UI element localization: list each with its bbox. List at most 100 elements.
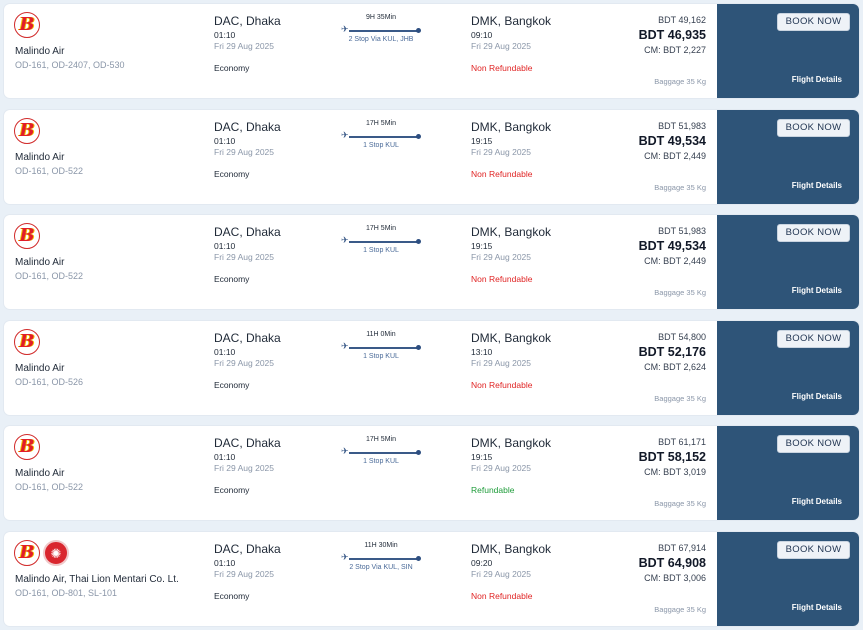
plane-icon: ✈ bbox=[341, 130, 349, 140]
refund-status: Refundable bbox=[471, 485, 515, 495]
plane-icon: ✈ bbox=[341, 24, 349, 34]
departure-date: Fri 29 Aug 2025 bbox=[214, 147, 275, 157]
departure-info: DAC, Dhaka 01:10 Fri 29 Aug 2025 bbox=[214, 436, 334, 474]
destination-dot-icon bbox=[416, 556, 421, 561]
commission: CM: BDT 3,019 bbox=[644, 467, 706, 477]
airline-name: Malindo Air, Thai Lion Mentari Co. Lt. bbox=[15, 574, 179, 585]
commission: CM: BDT 2,449 bbox=[644, 151, 706, 161]
departure-city: DAC, Dhaka bbox=[214, 14, 281, 28]
destination-dot-icon bbox=[416, 345, 421, 350]
departure-date: Fri 29 Aug 2025 bbox=[214, 463, 275, 473]
price-block: BDT 51,983 BDT 49,534 CM: BDT 2,449 bbox=[566, 225, 706, 268]
original-price: BDT 49,162 bbox=[658, 15, 706, 25]
final-price: BDT 49,534 bbox=[638, 239, 706, 253]
arrival-time: 09:10 bbox=[471, 30, 493, 40]
route-graphic: 9H 35Min ✈ 2 Stop Via KUL, JHB bbox=[341, 14, 421, 54]
original-price: BDT 67,914 bbox=[658, 543, 706, 553]
cabin-class: Economy bbox=[214, 63, 250, 73]
final-price: BDT 46,935 bbox=[638, 28, 706, 42]
flight-result-card: B Malindo Air OD-161, OD-522 DAC, Dhaka … bbox=[4, 110, 859, 204]
airline-name: Malindo Air bbox=[15, 468, 65, 479]
route-graphic: 11H 30Min ✈ 2 Stop Via KUL, SIN bbox=[341, 542, 421, 582]
book-now-button[interactable]: BOOK NOW bbox=[777, 224, 850, 242]
refund-status: Non Refundable bbox=[471, 169, 533, 179]
cabin-class: Economy bbox=[214, 591, 250, 601]
flight-result-card: B Malindo Air OD-161, OD-522 DAC, Dhaka … bbox=[4, 215, 859, 309]
arrival-time: 19:15 bbox=[471, 241, 493, 251]
commission: CM: BDT 2,624 bbox=[644, 362, 706, 372]
book-now-button[interactable]: BOOK NOW bbox=[777, 541, 850, 559]
malindo-logo: B bbox=[14, 540, 40, 566]
stop-info: 1 Stop KUL bbox=[363, 458, 399, 465]
baggage-allowance: Baggage 35 Kg bbox=[654, 288, 706, 297]
baggage-allowance: Baggage 35 Kg bbox=[654, 605, 706, 614]
arrival-date: Fri 29 Aug 2025 bbox=[471, 463, 532, 473]
arrival-city: DMK, Bangkok bbox=[471, 120, 552, 134]
arrival-date: Fri 29 Aug 2025 bbox=[471, 147, 532, 157]
book-now-button[interactable]: BOOK NOW bbox=[777, 435, 850, 453]
airline-logos: B bbox=[14, 223, 40, 249]
arrival-time: 13:10 bbox=[471, 347, 493, 357]
flight-result-card: B ✺ Malindo Air, Thai Lion Mentari Co. Lt… bbox=[4, 532, 859, 626]
destination-dot-icon bbox=[416, 450, 421, 455]
original-price: BDT 61,171 bbox=[658, 437, 706, 447]
departure-info: DAC, Dhaka 01:10 Fri 29 Aug 2025 bbox=[214, 542, 334, 580]
route-graphic: 17H 5Min ✈ 1 Stop KUL bbox=[341, 436, 421, 476]
flight-result-card: B Malindo Air OD-161, OD-522 DAC, Dhaka … bbox=[4, 426, 859, 520]
cabin-class: Economy bbox=[214, 274, 250, 284]
airline-logos: B bbox=[14, 118, 40, 144]
flight-duration: 17H 5Min bbox=[366, 436, 396, 443]
arrival-time: 19:15 bbox=[471, 136, 493, 146]
stop-info: 2 Stop Via KUL, SIN bbox=[349, 564, 413, 571]
action-panel: BOOK NOW Flight Details bbox=[717, 321, 859, 415]
departure-date: Fri 29 Aug 2025 bbox=[214, 569, 275, 579]
price-block: BDT 54,800 BDT 52,176 CM: BDT 2,624 bbox=[566, 331, 706, 374]
route-line bbox=[349, 347, 419, 349]
commission: CM: BDT 2,449 bbox=[644, 256, 706, 266]
arrival-info: DMK, Bangkok 19:15 Fri 29 Aug 2025 bbox=[471, 225, 601, 263]
route-line bbox=[349, 30, 419, 32]
departure-info: DAC, Dhaka 01:10 Fri 29 Aug 2025 bbox=[214, 120, 334, 158]
airline-logos: B ✺ bbox=[14, 540, 69, 566]
arrival-info: DMK, Bangkok 19:15 Fri 29 Aug 2025 bbox=[471, 436, 601, 474]
flight-details-link[interactable]: Flight Details bbox=[791, 497, 842, 506]
flight-codes: OD-161, OD-801, SL-101 bbox=[15, 588, 118, 598]
route-graphic: 17H 5Min ✈ 1 Stop KUL bbox=[341, 120, 421, 160]
departure-time: 01:10 bbox=[214, 30, 236, 40]
departure-info: DAC, Dhaka 01:10 Fri 29 Aug 2025 bbox=[214, 14, 334, 52]
flight-duration: 17H 5Min bbox=[366, 225, 396, 232]
departure-date: Fri 29 Aug 2025 bbox=[214, 41, 275, 51]
flight-details-link[interactable]: Flight Details bbox=[791, 603, 842, 612]
refund-status: Non Refundable bbox=[471, 591, 533, 601]
flight-duration: 17H 5Min bbox=[366, 120, 396, 127]
arrival-city: DMK, Bangkok bbox=[471, 14, 552, 28]
book-now-button[interactable]: BOOK NOW bbox=[777, 119, 850, 137]
airline-logos: B bbox=[14, 329, 40, 355]
refund-status: Non Refundable bbox=[471, 63, 533, 73]
arrival-date: Fri 29 Aug 2025 bbox=[471, 41, 532, 51]
arrival-city: DMK, Bangkok bbox=[471, 331, 552, 345]
destination-dot-icon bbox=[416, 28, 421, 33]
malindo-logo: B bbox=[14, 12, 40, 38]
commission: CM: BDT 3,006 bbox=[644, 573, 706, 583]
plane-icon: ✈ bbox=[341, 235, 349, 245]
flight-codes: OD-161, OD-522 bbox=[15, 166, 84, 176]
departure-city: DAC, Dhaka bbox=[214, 331, 281, 345]
final-price: BDT 49,534 bbox=[638, 134, 706, 148]
flight-duration: 11H 0Min bbox=[366, 331, 396, 338]
flight-details-link[interactable]: Flight Details bbox=[791, 286, 842, 295]
price-block: BDT 61,171 BDT 58,152 CM: BDT 3,019 bbox=[566, 436, 706, 479]
flight-details-link[interactable]: Flight Details bbox=[791, 75, 842, 84]
cabin-class: Economy bbox=[214, 380, 250, 390]
departure-city: DAC, Dhaka bbox=[214, 225, 281, 239]
thai-lion-logo: ✺ bbox=[43, 540, 69, 566]
book-now-button[interactable]: BOOK NOW bbox=[777, 13, 850, 31]
flight-duration: 9H 35Min bbox=[366, 14, 396, 21]
baggage-allowance: Baggage 35 Kg bbox=[654, 77, 706, 86]
departure-date: Fri 29 Aug 2025 bbox=[214, 358, 275, 368]
flight-details-link[interactable]: Flight Details bbox=[791, 181, 842, 190]
flight-details-link[interactable]: Flight Details bbox=[791, 392, 842, 401]
final-price: BDT 64,908 bbox=[638, 556, 706, 570]
book-now-button[interactable]: BOOK NOW bbox=[777, 330, 850, 348]
